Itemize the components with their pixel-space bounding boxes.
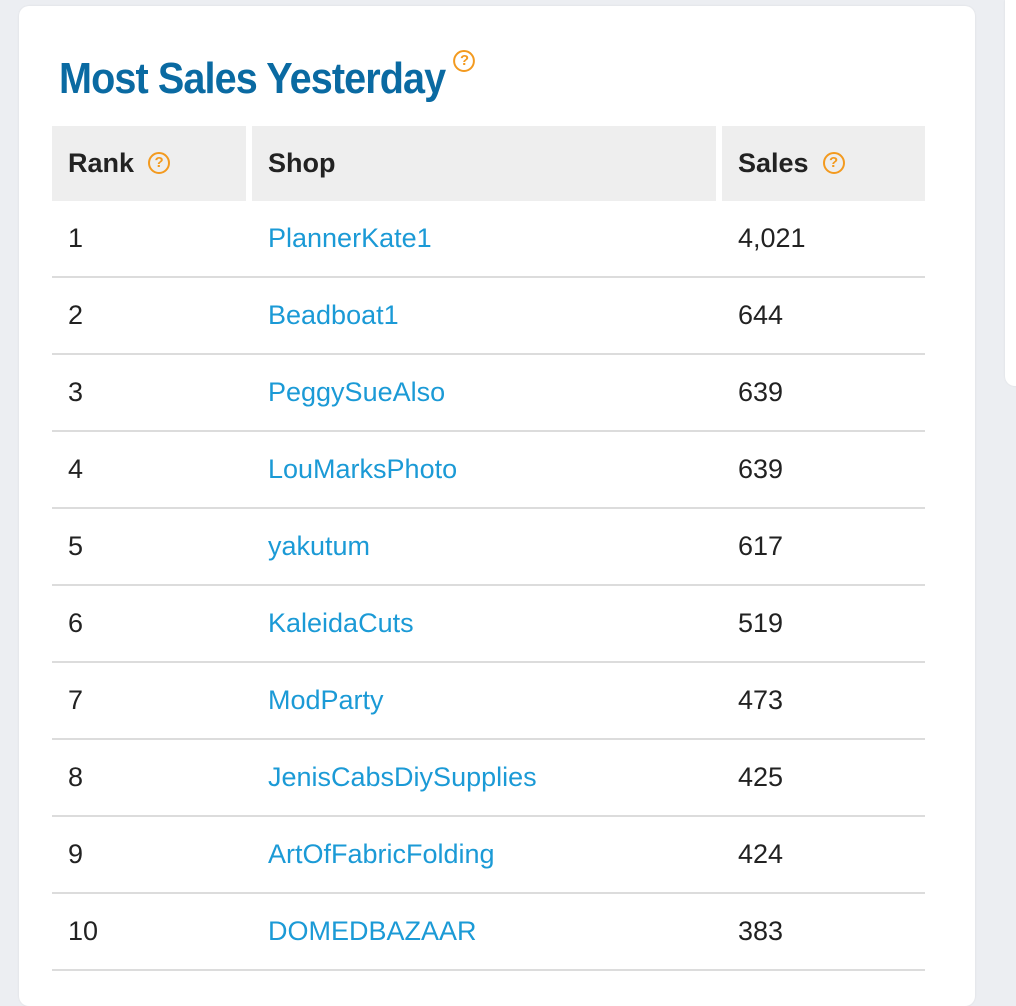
shop-label: Shop	[268, 148, 336, 178]
shop-cell: yakutum	[252, 509, 722, 586]
shop-cell: Beadboat1	[252, 278, 722, 355]
sales-cell: 4,021	[722, 201, 925, 278]
sales-cell: 644	[722, 278, 925, 355]
table-row: 3 PeggySueAlso 639	[52, 355, 925, 432]
sales-cell: 425	[722, 740, 925, 817]
shop-link[interactable]: PlannerKate1	[268, 223, 432, 253]
page-title: Most Sales Yesterday?	[59, 50, 476, 104]
sales-cell: 424	[722, 817, 925, 894]
rank-label: Rank	[68, 148, 135, 178]
table-row: 10 DOMEDBAZAAR 383	[52, 894, 925, 971]
shop-link[interactable]: LouMarksPhoto	[268, 454, 458, 484]
rank-cell: 10	[52, 894, 252, 971]
most-sales-card: Most Sales Yesterday? Rank? Shop Sales? …	[19, 6, 975, 1006]
sales-table: Rank? Shop Sales? 1 PlannerKate1 4,021 2 …	[52, 126, 925, 971]
shop-link[interactable]: Beadboat1	[268, 300, 399, 330]
rank-cell: 9	[52, 817, 252, 894]
side-panel	[1005, 0, 1016, 386]
shop-cell: DOMEDBAZAAR	[252, 894, 722, 971]
rank-cell: 5	[52, 509, 252, 586]
column-header-sales: Sales?	[722, 126, 925, 201]
shop-link[interactable]: JenisCabsDiySupplies	[268, 762, 537, 792]
shop-link[interactable]: PeggySueAlso	[268, 377, 446, 407]
shop-cell: LouMarksPhoto	[252, 432, 722, 509]
column-header-rank: Rank?	[52, 126, 252, 201]
shop-cell: KaleidaCuts	[252, 586, 722, 663]
shop-cell: ArtOfFabricFolding	[252, 817, 722, 894]
table-row: 6 KaleidaCuts 519	[52, 586, 925, 663]
rank-cell: 8	[52, 740, 252, 817]
shop-link[interactable]: DOMEDBAZAAR	[268, 916, 477, 946]
table-row: 5 yakutum 617	[52, 509, 925, 586]
rank-cell: 3	[52, 355, 252, 432]
sales-cell: 639	[722, 432, 925, 509]
shop-cell: JenisCabsDiySupplies	[252, 740, 722, 817]
rank-cell: 2	[52, 278, 252, 355]
shop-link[interactable]: ArtOfFabricFolding	[268, 839, 495, 869]
shop-cell: ModParty	[252, 663, 722, 740]
table-row: 9 ArtOfFabricFolding 424	[52, 817, 925, 894]
sales-cell: 617	[722, 509, 925, 586]
shop-link[interactable]: KaleidaCuts	[268, 608, 414, 638]
rank-cell: 7	[52, 663, 252, 740]
sales-cell: 639	[722, 355, 925, 432]
rank-cell: 1	[52, 201, 252, 278]
help-icon[interactable]: ?	[453, 50, 476, 72]
table-row: 1 PlannerKate1 4,021	[52, 201, 925, 278]
sales-label: Sales	[738, 148, 809, 178]
shop-cell: PlannerKate1	[252, 201, 722, 278]
table-row: 4 LouMarksPhoto 639	[52, 432, 925, 509]
table-row: 2 Beadboat1 644	[52, 278, 925, 355]
table-row: 8 JenisCabsDiySupplies 425	[52, 740, 925, 817]
rank-cell: 6	[52, 586, 252, 663]
title-text: Most Sales Yesterday	[59, 54, 446, 103]
shop-link[interactable]: ModParty	[268, 685, 384, 715]
rank-cell: 4	[52, 432, 252, 509]
help-icon[interactable]: ?	[148, 151, 171, 174]
table-header: Rank? Shop Sales?	[52, 126, 925, 201]
table-row: 7 ModParty 473	[52, 663, 925, 740]
shop-cell: PeggySueAlso	[252, 355, 722, 432]
column-header-shop: Shop	[252, 126, 722, 201]
shop-link[interactable]: yakutum	[268, 531, 371, 561]
help-icon[interactable]: ?	[822, 151, 845, 174]
sales-cell: 519	[722, 586, 925, 663]
sales-cell: 383	[722, 894, 925, 971]
sales-cell: 473	[722, 663, 925, 740]
